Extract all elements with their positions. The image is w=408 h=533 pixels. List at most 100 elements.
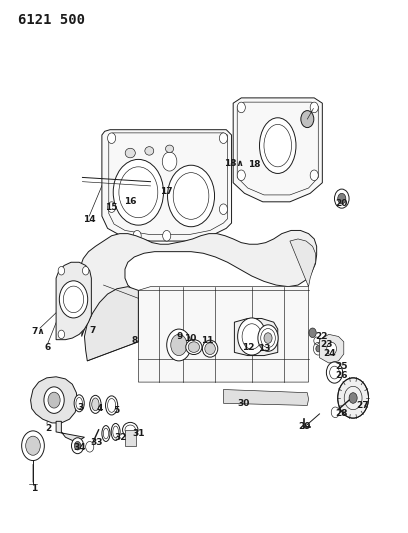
Circle shape	[314, 337, 319, 344]
Ellipse shape	[202, 340, 218, 357]
Circle shape	[171, 334, 187, 356]
Ellipse shape	[145, 147, 154, 155]
Circle shape	[58, 266, 64, 275]
Text: 20: 20	[335, 199, 347, 208]
Circle shape	[237, 318, 266, 355]
Text: 1: 1	[31, 483, 38, 492]
Text: 22: 22	[315, 332, 328, 341]
Text: 7∧: 7∧	[32, 327, 45, 336]
Text: 25: 25	[336, 362, 348, 370]
Text: 17: 17	[160, 187, 173, 196]
Text: 32: 32	[115, 433, 127, 442]
Circle shape	[327, 342, 337, 355]
Circle shape	[82, 266, 89, 275]
Circle shape	[48, 392, 60, 408]
Ellipse shape	[74, 395, 84, 412]
Circle shape	[264, 333, 272, 343]
Ellipse shape	[90, 395, 101, 414]
Text: 11: 11	[201, 336, 213, 345]
Polygon shape	[102, 130, 232, 241]
Circle shape	[58, 330, 64, 338]
Text: 5: 5	[113, 406, 119, 415]
Circle shape	[162, 152, 177, 171]
Text: 12: 12	[242, 343, 255, 352]
Circle shape	[335, 189, 349, 208]
Ellipse shape	[166, 145, 174, 152]
Polygon shape	[31, 377, 78, 423]
Polygon shape	[290, 239, 315, 287]
Ellipse shape	[188, 342, 200, 352]
Ellipse shape	[125, 148, 135, 158]
Circle shape	[349, 393, 357, 403]
Text: 16: 16	[124, 197, 137, 206]
Circle shape	[26, 436, 40, 455]
Polygon shape	[234, 318, 278, 356]
Text: 30: 30	[237, 399, 250, 408]
Circle shape	[167, 329, 191, 361]
Text: 29: 29	[298, 422, 311, 431]
Text: 10: 10	[184, 334, 196, 343]
Polygon shape	[233, 98, 322, 202]
Text: 24: 24	[324, 349, 336, 358]
Circle shape	[22, 431, 44, 461]
Circle shape	[237, 170, 245, 181]
Polygon shape	[56, 421, 84, 440]
Ellipse shape	[259, 118, 296, 173]
Text: 8: 8	[132, 336, 138, 345]
Polygon shape	[125, 430, 136, 446]
Circle shape	[108, 202, 115, 213]
Text: 15: 15	[105, 203, 118, 212]
Circle shape	[59, 281, 88, 318]
Text: 9: 9	[177, 332, 183, 341]
Text: 7: 7	[89, 326, 96, 335]
Circle shape	[74, 441, 81, 450]
Circle shape	[338, 193, 346, 204]
Circle shape	[220, 133, 228, 143]
Circle shape	[326, 362, 343, 383]
Text: 28: 28	[336, 409, 348, 418]
Text: 6: 6	[45, 343, 51, 352]
Circle shape	[113, 159, 164, 225]
Text: 33: 33	[90, 438, 103, 447]
Circle shape	[301, 111, 314, 127]
Text: 34: 34	[73, 443, 86, 453]
Ellipse shape	[111, 423, 120, 440]
Text: 18: 18	[248, 160, 261, 169]
Circle shape	[163, 230, 171, 241]
Ellipse shape	[102, 425, 110, 441]
Text: 3: 3	[77, 402, 84, 411]
Text: 26: 26	[336, 370, 348, 379]
Circle shape	[237, 102, 245, 113]
Circle shape	[316, 345, 321, 352]
Circle shape	[338, 378, 368, 418]
Circle shape	[310, 170, 318, 181]
Text: 13: 13	[258, 344, 270, 353]
Text: 23: 23	[321, 341, 333, 350]
Circle shape	[331, 407, 339, 418]
Text: 4: 4	[96, 404, 103, 413]
Ellipse shape	[186, 340, 202, 354]
Circle shape	[71, 438, 84, 454]
Circle shape	[220, 204, 228, 215]
Circle shape	[309, 328, 316, 337]
Polygon shape	[56, 262, 91, 340]
Polygon shape	[138, 287, 308, 382]
Text: 31: 31	[132, 429, 144, 438]
Circle shape	[310, 102, 318, 113]
Text: 27: 27	[356, 401, 368, 410]
Text: 14: 14	[83, 215, 96, 224]
Circle shape	[168, 165, 215, 227]
Text: 2: 2	[45, 424, 51, 433]
Circle shape	[258, 325, 278, 351]
Polygon shape	[224, 390, 308, 406]
Circle shape	[86, 441, 94, 452]
Polygon shape	[319, 334, 344, 363]
Ellipse shape	[122, 422, 138, 437]
Circle shape	[108, 133, 115, 143]
Text: 6121 500: 6121 500	[18, 13, 84, 27]
Ellipse shape	[106, 396, 118, 415]
Ellipse shape	[92, 398, 99, 411]
Ellipse shape	[205, 343, 215, 354]
Text: 18∧: 18∧	[224, 159, 244, 167]
Circle shape	[44, 387, 64, 414]
